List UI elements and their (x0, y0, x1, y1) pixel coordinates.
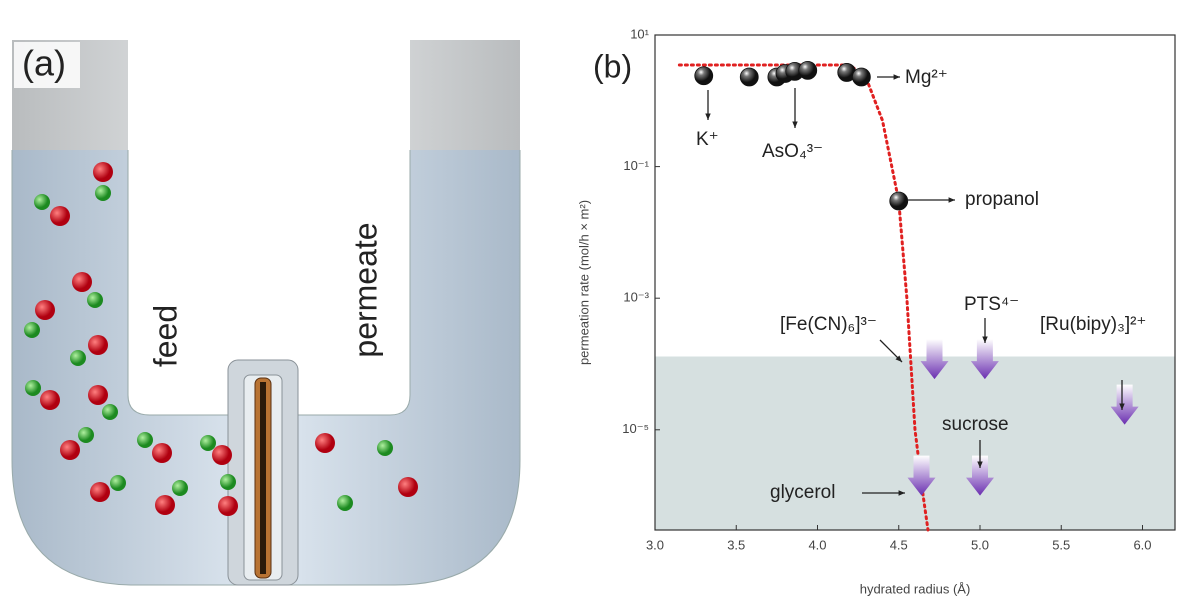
data-point (798, 60, 818, 80)
molecule (90, 482, 110, 502)
data-point (694, 66, 714, 86)
molecule (137, 432, 153, 448)
feed-label: feed (147, 305, 183, 367)
annotation: Mg²⁺ (905, 67, 948, 88)
data-point (739, 67, 759, 87)
annotation: K⁺ (696, 129, 719, 150)
molecule (72, 272, 92, 292)
x-tick-label: 3.5 (727, 537, 745, 552)
molecule (220, 474, 236, 490)
arrow-head (898, 490, 905, 496)
y-axis-label: permeation rate (mol/h × m²) (576, 200, 591, 365)
molecule (50, 206, 70, 226)
membrane-holder (227, 359, 299, 586)
data-point (889, 191, 909, 211)
upper-limit-arrow (970, 339, 999, 380)
arrow-head (792, 121, 798, 128)
frame (654, 34, 1176, 531)
x-tick-label: 5.5 (1052, 537, 1070, 552)
molecule (110, 475, 126, 491)
annotation: AsO₄³⁻ (762, 141, 823, 162)
upper-limit-arrow (966, 455, 994, 496)
upper-limit-arrow (907, 455, 936, 496)
molecule (212, 445, 232, 465)
x-tick-label: 3.0 (646, 537, 664, 552)
molecule (102, 404, 118, 420)
molecule (95, 185, 111, 201)
molecule (172, 480, 188, 496)
annotation: sucrose (942, 414, 1009, 435)
x-tick-label: 4.5 (890, 537, 908, 552)
x-tick-label: 4.0 (808, 537, 826, 552)
molecule (25, 380, 41, 396)
annotation: [Ru(bipy)₃]²⁺ (1040, 314, 1146, 335)
molecule (398, 477, 418, 497)
arrow-head (982, 336, 988, 343)
molecule (60, 440, 80, 460)
annotation: glycerol (770, 482, 835, 503)
molecule (337, 495, 353, 511)
u-tube (11, 150, 521, 586)
upper-limit-arrow (920, 339, 949, 380)
molecule (200, 435, 216, 451)
y-tick-label: 10¹ (630, 26, 649, 41)
y-tick-label: 10⁻³ (623, 290, 649, 305)
arrow-head (948, 197, 955, 203)
annotation: [Fe(CN)₆]³⁻ (780, 314, 877, 335)
panel-b: 3.0 3.5 4.0 4.5 5.0 5.5 6.0 10¹ 10⁻¹ 10⁻³ 10⁻⁵ hydr… (576, 26, 1176, 596)
molecule (87, 292, 103, 308)
x-axis-label: hydrated radius (Å) (860, 581, 971, 596)
molecule (152, 443, 172, 463)
molecule (377, 440, 393, 456)
molecule (93, 162, 113, 182)
panel-label: (b) (593, 48, 632, 84)
molecule (34, 194, 50, 210)
molecule (155, 495, 175, 515)
molecules (24, 162, 418, 516)
detection-limit-region (655, 356, 1175, 530)
annotation: propanol (965, 189, 1039, 210)
molecule (315, 433, 335, 453)
upper-limit-arrow (1110, 384, 1139, 425)
molecule (218, 496, 238, 516)
y-tick-label: 10⁻⁵ (622, 421, 649, 436)
annotation: PTS⁴⁻ (964, 294, 1019, 315)
molecule (35, 300, 55, 320)
arrow-head (1119, 403, 1125, 410)
x-tick-label: 6.0 (1133, 537, 1151, 552)
molecule (88, 335, 108, 355)
arrow-head (977, 461, 983, 468)
arrow-head (893, 74, 900, 80)
data-point (851, 67, 871, 87)
label-bg (14, 42, 80, 88)
arrow-head (705, 113, 711, 120)
molecule (78, 427, 94, 443)
panel-a: (a) feed permeate (11, 40, 521, 586)
molecule (24, 322, 40, 338)
y-tick-label: 10⁻¹ (623, 158, 649, 173)
permeate-label: permeate (347, 222, 383, 357)
molecule (88, 385, 108, 405)
x-tick-label: 5.0 (971, 537, 989, 552)
molecule (40, 390, 60, 410)
arrow-head (895, 355, 902, 362)
molecule (70, 350, 86, 366)
panel-label: (a) (22, 43, 66, 84)
